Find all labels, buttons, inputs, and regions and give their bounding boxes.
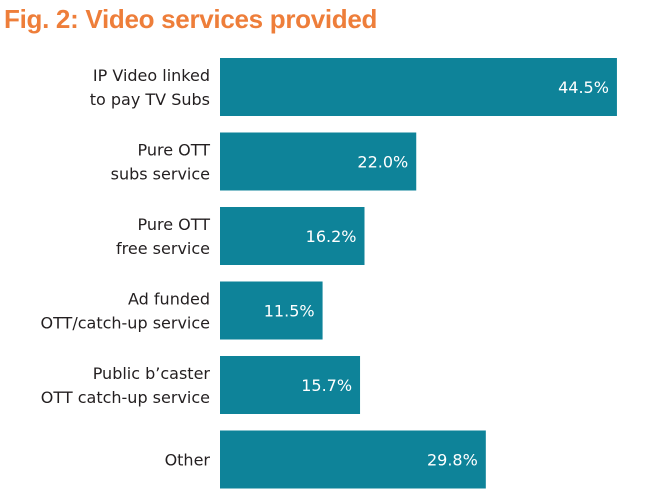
category-label: to pay TV Subs: [90, 90, 210, 109]
bar: [220, 281, 323, 340]
bar: [220, 132, 417, 191]
category-label: Ad funded: [128, 290, 210, 309]
category-label: Pure OTT: [137, 215, 210, 234]
category-label: subs service: [111, 165, 210, 184]
value-label: 16.2%: [306, 227, 357, 246]
bar: [220, 356, 361, 414]
category-label: Pure OTT: [137, 141, 210, 160]
value-label: 22.0%: [357, 153, 408, 172]
category-labels-group: IP Video linked to pay TV Subs Pure OTT sub…: [40, 66, 210, 470]
bar: [220, 207, 365, 265]
value-label: 29.8%: [427, 451, 478, 470]
value-label: 15.7%: [301, 376, 352, 395]
category-label: Other: [165, 451, 211, 470]
value-label: 11.5%: [264, 302, 315, 321]
bars-group: [220, 58, 617, 489]
category-label: OTT/catch-up service: [40, 314, 210, 333]
category-label: free service: [116, 239, 210, 258]
bar: [220, 58, 617, 116]
value-label: 44.5%: [558, 78, 609, 97]
category-label: IP Video linked: [93, 66, 210, 85]
bar: [220, 430, 486, 489]
value-labels-group: 44.5% 22.0% 16.2% 11.5% 15.7% 29.8%: [264, 78, 609, 470]
chart-title: Fig. 2: Video services provided: [4, 4, 378, 34]
category-label: OTT catch-up service: [41, 388, 210, 407]
category-label: Public b’caster: [93, 364, 211, 383]
